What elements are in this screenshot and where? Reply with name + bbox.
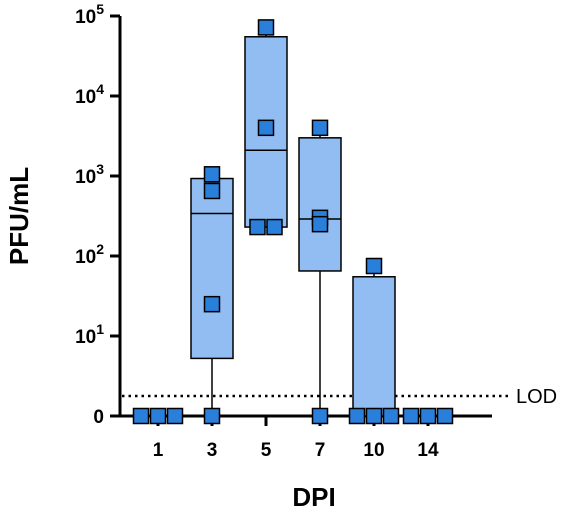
y-tick-label: 101 xyxy=(75,321,104,348)
y-tick-label: 0 xyxy=(93,407,104,428)
data-point xyxy=(203,166,221,183)
data-point xyxy=(249,218,266,236)
x-tick-label: 14 xyxy=(417,440,439,461)
y-ticks: 0 101 102 103 104 105 xyxy=(75,1,120,428)
y-tick-label: 103 xyxy=(75,161,104,188)
data-point xyxy=(348,407,366,425)
data-point xyxy=(311,215,329,233)
x-tick-label: 3 xyxy=(207,440,218,461)
data-point xyxy=(166,407,184,425)
data-point xyxy=(382,407,400,425)
data-point xyxy=(402,407,420,425)
data-point xyxy=(365,407,383,425)
box xyxy=(298,137,342,272)
data-point xyxy=(365,257,383,275)
box xyxy=(190,177,234,360)
data-point xyxy=(257,19,275,36)
y-tick-label: 105 xyxy=(75,1,104,28)
x-tick-label: 10 xyxy=(363,440,384,461)
data-point xyxy=(203,295,221,313)
data-point xyxy=(149,407,167,425)
data-point xyxy=(266,218,283,236)
data-point xyxy=(203,182,221,200)
boxes xyxy=(190,26,396,417)
lod: LOD xyxy=(122,386,557,408)
data-point xyxy=(132,407,150,425)
data-point xyxy=(436,407,454,425)
points xyxy=(132,19,454,425)
x-tick-label: 7 xyxy=(315,440,326,461)
data-point xyxy=(419,407,437,425)
lod-label: LOD xyxy=(516,386,557,408)
x-axis-title: DPI xyxy=(292,482,335,512)
x-tick-label: 5 xyxy=(261,440,272,461)
data-point xyxy=(203,407,221,425)
data-point xyxy=(311,119,329,137)
box xyxy=(352,276,396,417)
y-tick-label: 102 xyxy=(75,241,104,268)
data-point xyxy=(311,407,329,425)
y-axis-title: PFU/mL xyxy=(4,167,34,265)
x-tick-label: 1 xyxy=(153,440,164,461)
data-point xyxy=(257,119,275,137)
y-tick-label: 104 xyxy=(75,81,104,108)
